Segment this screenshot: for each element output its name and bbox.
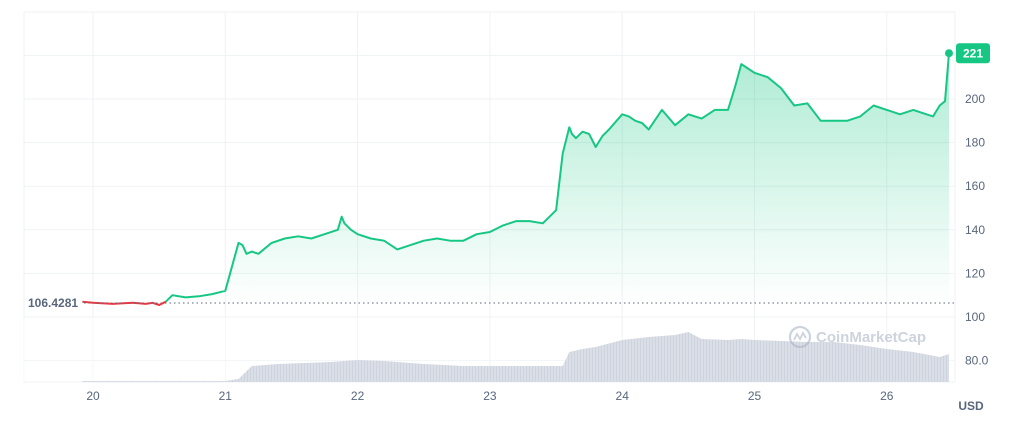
y-tick-label: 100 [965, 310, 985, 324]
price-line-down [82, 300, 167, 306]
currency-label: USD [958, 399, 984, 413]
x-tick-label: 22 [351, 389, 365, 403]
x-tick-label: 20 [86, 389, 100, 403]
y-tick-label: 180 [965, 136, 985, 150]
price-area [82, 53, 949, 306]
volume-bars [23, 317, 955, 382]
last-price-badge-bg [956, 43, 990, 64]
price-line-up [165, 53, 950, 303]
last-price-badge: 221 [956, 43, 990, 64]
x-tick-label: 24 [616, 389, 630, 403]
coinmarketcap-logo-icon [788, 325, 812, 349]
watermark-text: CoinMarketCap [816, 329, 926, 346]
open-price-label-group: 106.4281 [28, 296, 78, 310]
last-price-label: 221 [963, 47, 983, 61]
y-tick-label: 160 [965, 179, 985, 193]
open-price-label: 106.4281 [28, 296, 78, 310]
x-tick-label: 25 [748, 389, 762, 403]
y-tick-label: 120 [965, 266, 985, 280]
watermark: CoinMarketCap [788, 325, 926, 349]
y-tick-label: 200 [965, 92, 985, 106]
price-area-fill [82, 53, 949, 306]
x-tick-label: 21 [219, 389, 233, 403]
y-tick-label: 140 [965, 223, 985, 237]
axes: 80.0 100 120 140 160 180 200 20 21 22 23 24 25 26 [86, 92, 988, 403]
y-tick-label: 80.0 [965, 354, 989, 368]
last-price-dot [944, 49, 953, 58]
x-tick-label: 26 [880, 389, 894, 403]
x-tick-label: 23 [483, 389, 497, 403]
